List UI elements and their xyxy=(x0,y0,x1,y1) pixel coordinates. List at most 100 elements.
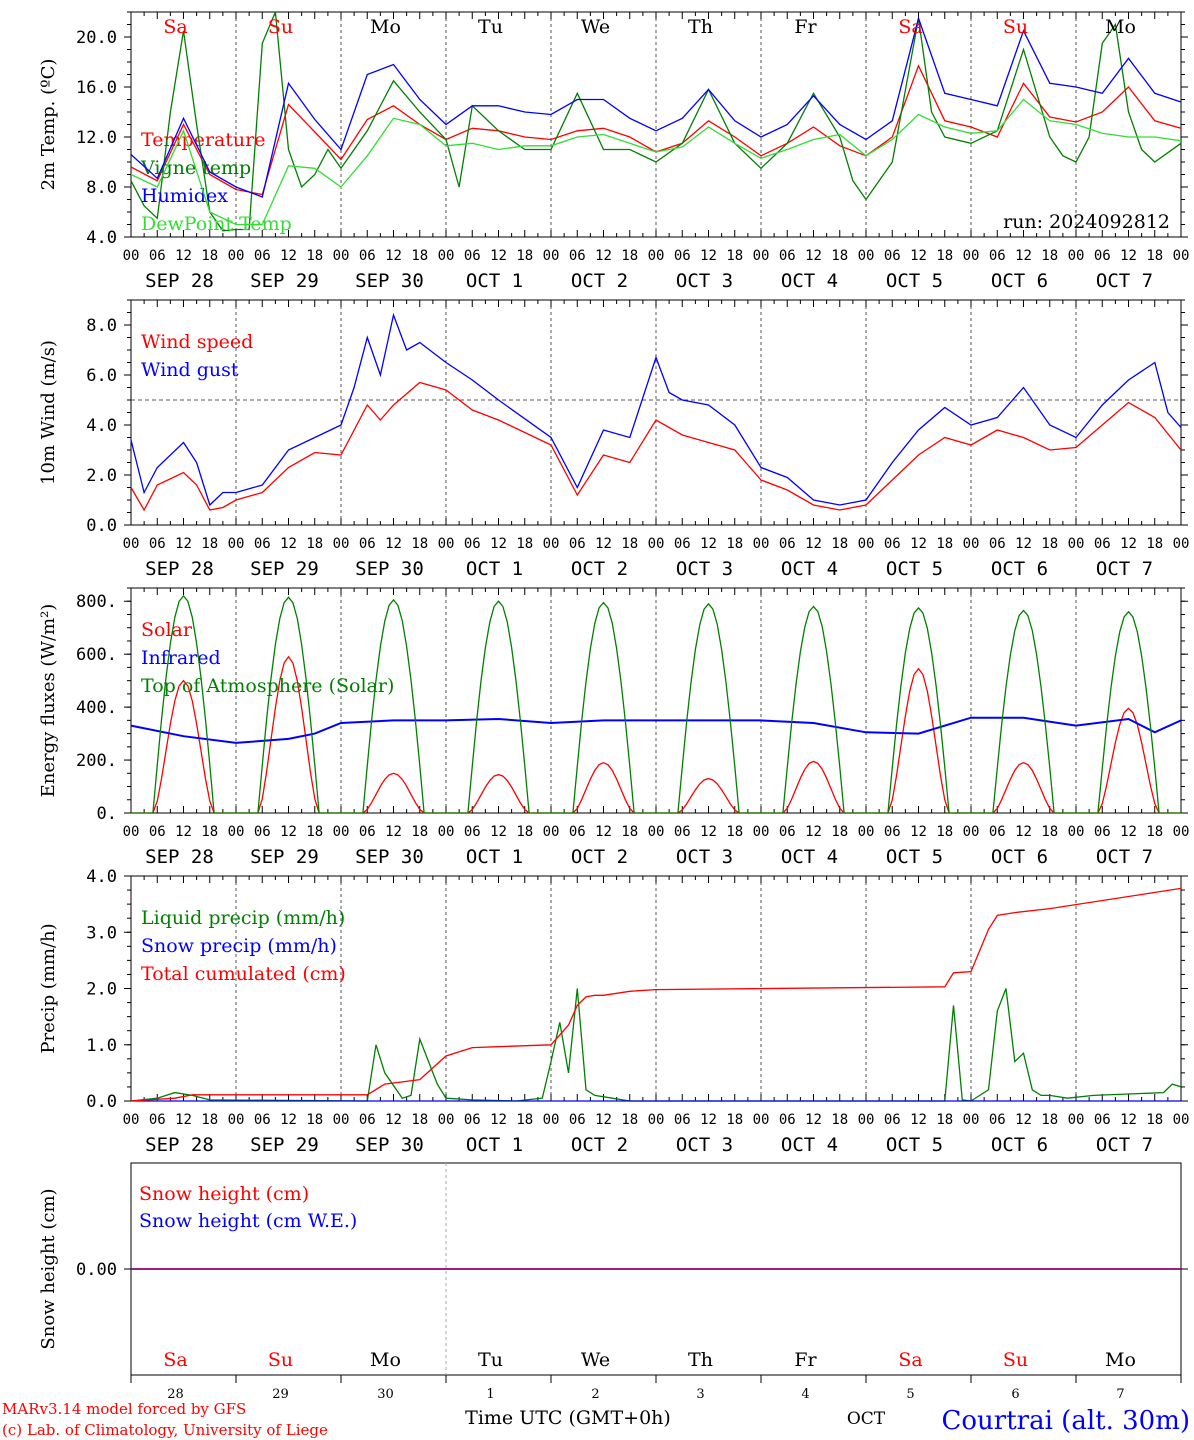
date-label: SEP 29 xyxy=(250,1134,319,1156)
hour-tick-label: 00 xyxy=(228,536,245,552)
hour-tick-label: 18 xyxy=(1146,1112,1163,1128)
hour-tick-label: 00 xyxy=(858,536,875,552)
weekday-label: Tu xyxy=(478,16,503,38)
hour-tick-label: 12 xyxy=(280,536,297,552)
hour-tick-label: 06 xyxy=(149,536,166,552)
hour-tick-label: 00 xyxy=(543,824,560,840)
hour-tick-label: 18 xyxy=(306,1112,323,1128)
hour-tick-label: 12 xyxy=(385,1112,402,1128)
hour-tick-label: 00 xyxy=(333,1112,350,1128)
hour-tick-label: 18 xyxy=(621,248,638,264)
hour-tick-label: 00 xyxy=(753,248,770,264)
date-label: OCT 7 xyxy=(1096,846,1153,868)
date-label: OCT 2 xyxy=(571,270,628,292)
date-label: OCT 3 xyxy=(676,846,733,868)
hour-tick-label: 12 xyxy=(490,536,507,552)
hour-tick-label: 18 xyxy=(1041,536,1058,552)
hour-tick-label: 00 xyxy=(858,1112,875,1128)
hour-tick-label: 00 xyxy=(228,824,245,840)
hour-tick-label: 18 xyxy=(201,824,218,840)
hour-tick-label: 00 xyxy=(123,824,140,840)
date-label: SEP 28 xyxy=(145,1134,214,1156)
hour-tick-label: 12 xyxy=(805,824,822,840)
date-label: OCT 5 xyxy=(886,1134,943,1156)
hour-tick-label: 00 xyxy=(1173,1112,1190,1128)
hour-tick-label: 06 xyxy=(989,824,1006,840)
hour-tick-label: 18 xyxy=(411,1112,428,1128)
hour-tick-label: 12 xyxy=(595,1112,612,1128)
hour-tick-label: 12 xyxy=(385,536,402,552)
date-label: OCT 5 xyxy=(886,558,943,580)
y-tick-label: 12.0 xyxy=(76,128,117,148)
hour-tick-label: 06 xyxy=(149,248,166,264)
hour-tick-label: 12 xyxy=(910,536,927,552)
hour-tick-label: 06 xyxy=(254,824,271,840)
hour-tick-label: 12 xyxy=(595,248,612,264)
hour-tick-label: 12 xyxy=(910,1112,927,1128)
date-label: OCT 5 xyxy=(886,270,943,292)
hour-tick-label: 18 xyxy=(726,248,743,264)
y-axis-title: 2m Temp. (ºC) xyxy=(38,59,59,191)
hour-tick-label: 12 xyxy=(1120,1112,1137,1128)
weekday-label: Sa xyxy=(898,1349,922,1371)
hour-tick-label: 12 xyxy=(175,824,192,840)
hour-tick-label: 06 xyxy=(569,824,586,840)
date-label: OCT 2 xyxy=(571,846,628,868)
series-line-3 xyxy=(131,594,1181,814)
legend-entry: Snow precip (mm/h) xyxy=(141,935,337,957)
date-label: OCT 3 xyxy=(676,1134,733,1156)
hour-tick-label: 18 xyxy=(726,536,743,552)
y-tick-label: 3.0 xyxy=(86,923,117,943)
hour-tick-label: 06 xyxy=(254,1112,271,1128)
y-tick-label: 8.0 xyxy=(86,178,117,198)
date-label: OCT 2 xyxy=(571,1134,628,1156)
hour-tick-label: 00 xyxy=(963,536,980,552)
date-label: OCT 6 xyxy=(991,270,1048,292)
day-number-label: 7 xyxy=(1116,1387,1124,1402)
hour-tick-label: 12 xyxy=(175,536,192,552)
series-line-3 xyxy=(130,887,1182,1102)
hour-tick-label: 00 xyxy=(123,536,140,552)
hour-tick-label: 12 xyxy=(1015,1112,1032,1128)
y-tick-label: 0.0 xyxy=(86,1092,117,1112)
hour-tick-label: 06 xyxy=(989,1112,1006,1128)
y-axis-title: Precip (mm/h) xyxy=(38,923,59,1053)
date-label: OCT 1 xyxy=(466,558,523,580)
y-axis-title: Snow height (cm) xyxy=(38,1188,59,1349)
hour-tick-label: 12 xyxy=(385,248,402,264)
series-line-1 xyxy=(130,381,1182,512)
month-label: OCT xyxy=(847,1409,886,1429)
hour-tick-label: 06 xyxy=(779,536,796,552)
panel-2: 0.0 2.0 4.0 6.0 8.0 10m Wind (m/s) Wind speed W… xyxy=(38,299,1189,580)
hour-tick-label: 18 xyxy=(1146,248,1163,264)
hour-tick-label: 06 xyxy=(779,824,796,840)
hour-tick-label: 06 xyxy=(464,1112,481,1128)
weekday-label: Tu xyxy=(478,1349,503,1371)
y-tick-label: 200. xyxy=(76,751,117,771)
hour-tick-label: 18 xyxy=(831,536,848,552)
date-label: OCT 5 xyxy=(886,846,943,868)
hour-tick-label: 12 xyxy=(490,824,507,840)
y-tick-label: 4.0 xyxy=(86,228,117,248)
date-label: SEP 30 xyxy=(355,1134,424,1156)
legend-entry: Temperature xyxy=(141,129,265,151)
hour-tick-label: 18 xyxy=(201,536,218,552)
hour-tick-label: 00 xyxy=(438,824,455,840)
location-label: Courtrai (alt. 30m) xyxy=(942,1406,1191,1436)
hour-tick-label: 06 xyxy=(569,1112,586,1128)
hour-tick-label: 00 xyxy=(543,248,560,264)
lab-credit-line: (c) Lab. of Climatology, University of L… xyxy=(2,1421,328,1439)
hour-tick-label: 00 xyxy=(648,824,665,840)
hour-tick-label: 06 xyxy=(674,824,691,840)
hour-tick-label: 06 xyxy=(674,536,691,552)
weekday-label: Th xyxy=(688,16,713,38)
hour-tick-label: 18 xyxy=(306,824,323,840)
day-number-label: 30 xyxy=(377,1387,394,1402)
hour-tick-label: 18 xyxy=(1146,824,1163,840)
legend-entry: Humidex xyxy=(141,185,228,207)
hour-tick-label: 06 xyxy=(884,1112,901,1128)
legend-entry: Snow height (cm W.E.) xyxy=(139,1210,357,1232)
day-number-label: 3 xyxy=(696,1387,704,1402)
hour-tick-label: 00 xyxy=(543,536,560,552)
model-credit-line: MARv3.14 model forced by GFS xyxy=(2,1400,246,1418)
